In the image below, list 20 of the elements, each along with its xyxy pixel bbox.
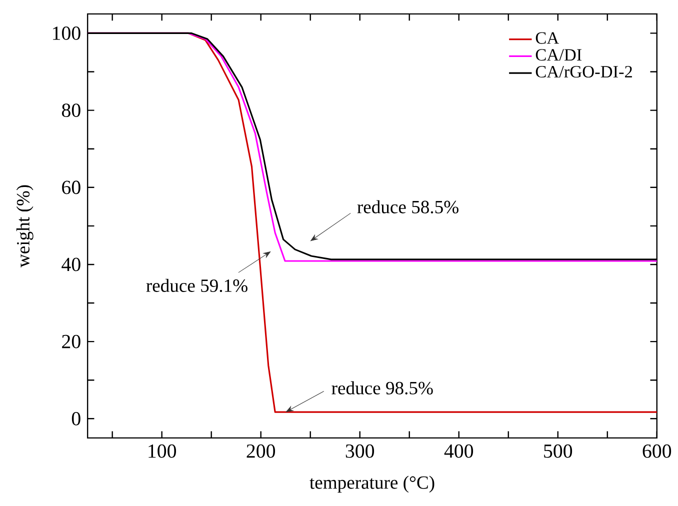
x-tick-label: 400 [444, 444, 474, 458]
y-tick-label: 20 [62, 335, 80, 348]
y-tick-label: 0 [72, 412, 80, 426]
y-tick-label: 60 [62, 180, 80, 194]
y-tick-label: 80 [62, 104, 80, 118]
y-axis-title: weight (%) [16, 185, 34, 268]
x-tick-label: 100 [148, 444, 176, 458]
legend-label: CA/DI [536, 49, 582, 61]
annotation: reduce 59.1% [146, 279, 248, 292]
x-axis-title: temperature (°C) [310, 476, 434, 493]
x-tick-label: 600 [642, 444, 672, 458]
y-tick-label: 100 [53, 26, 80, 40]
annotation: reduce 58.5% [357, 200, 458, 214]
annotation: reduce 98.5% [332, 381, 433, 395]
x-tick-label: 200 [246, 444, 276, 458]
legend-label: CA [536, 32, 560, 44]
x-tick-label: 500 [544, 444, 572, 458]
legend-label: CA/rGO-DI-2 [536, 66, 632, 78]
y-tick-label: 40 [62, 258, 80, 272]
x-tick-label: 300 [346, 444, 374, 458]
